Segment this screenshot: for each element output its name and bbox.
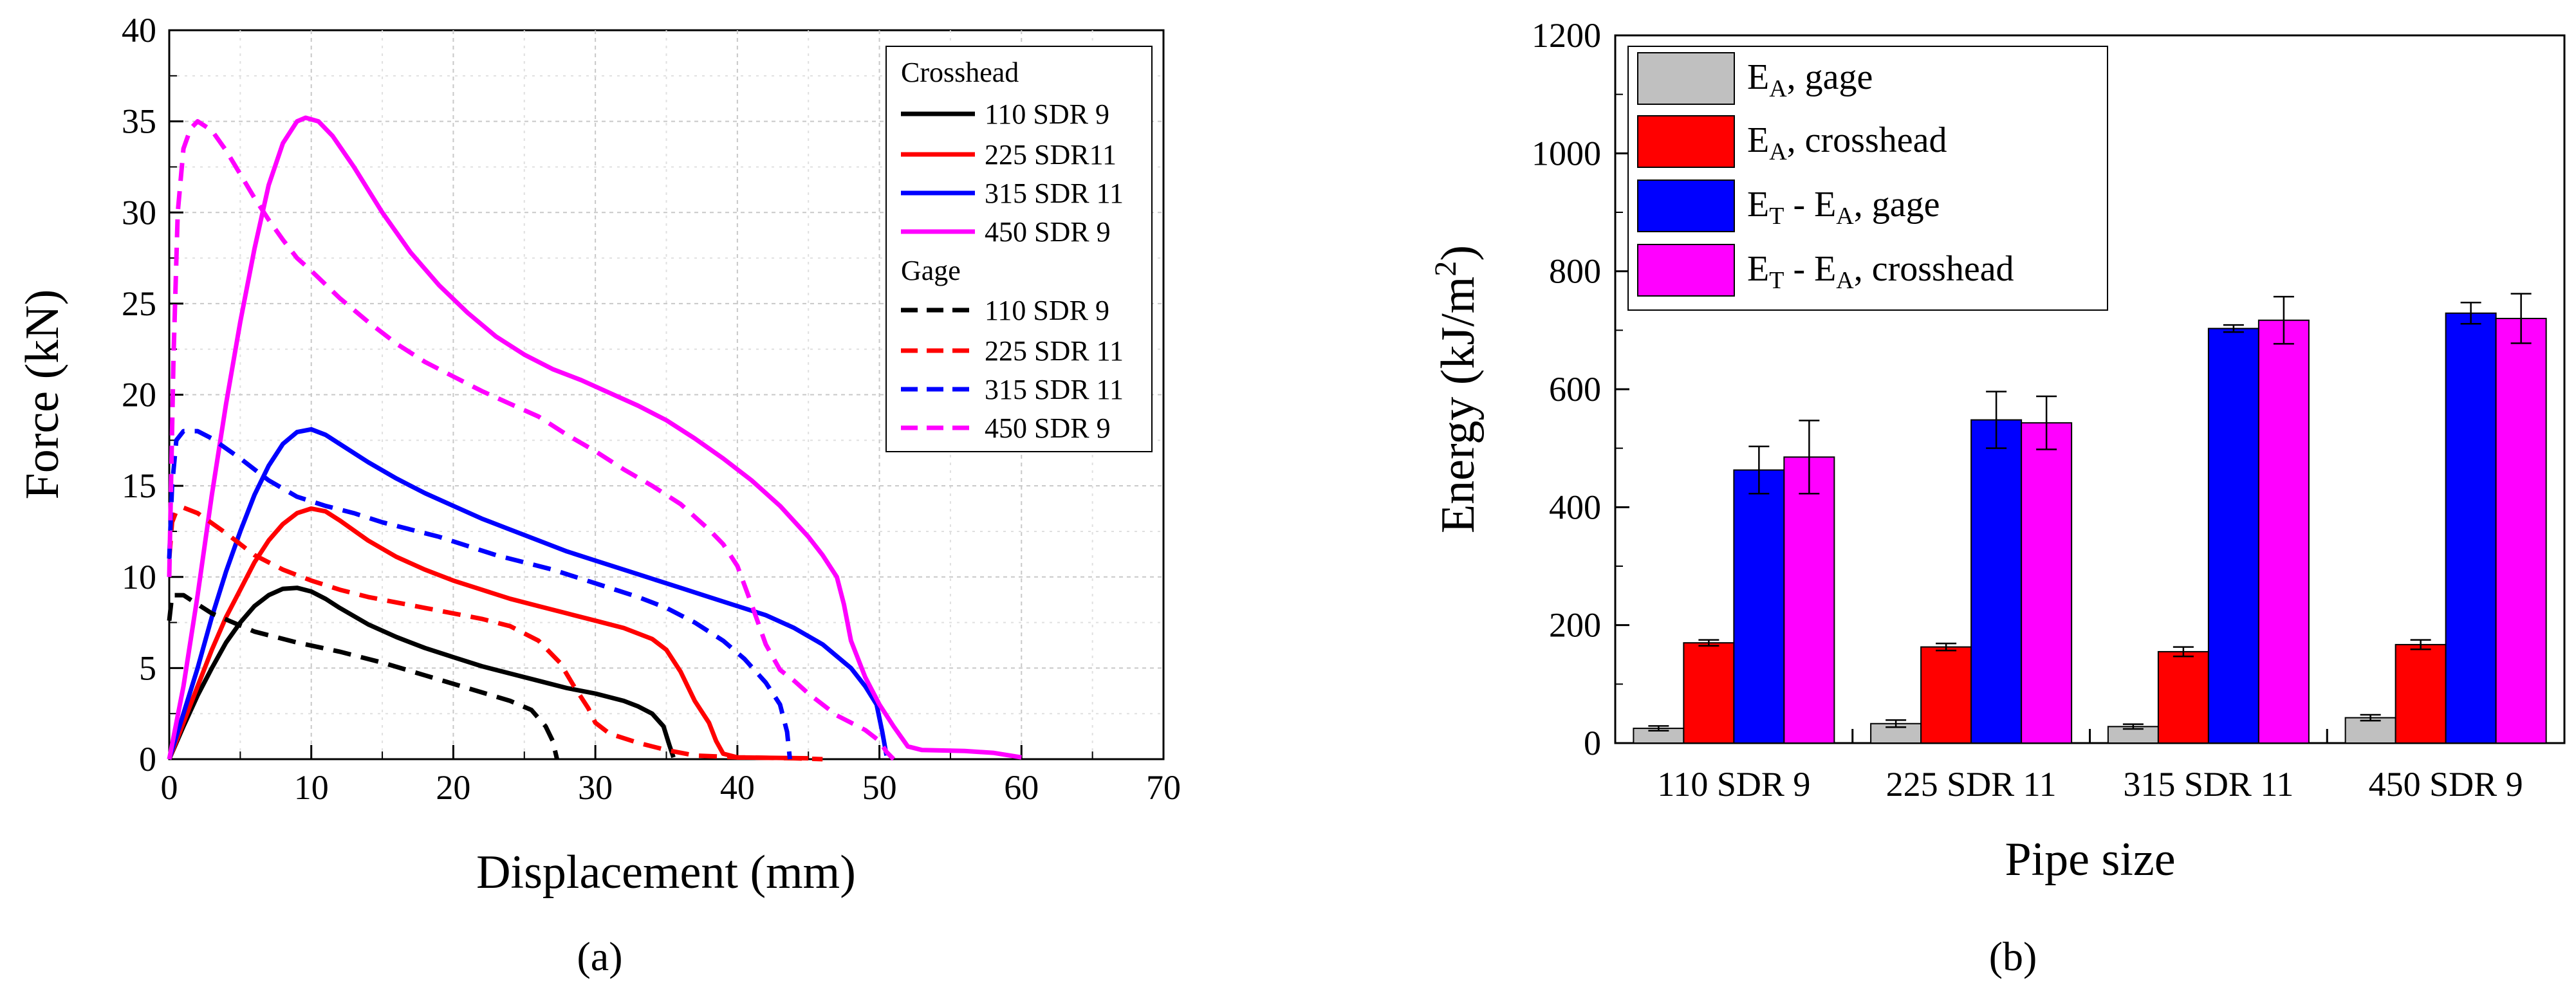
tick-b-x-label: 225 SDR 11 xyxy=(1886,765,2057,804)
tick-b-x-label: 110 SDR 9 xyxy=(1657,765,1810,804)
legend-b-swatch-ea-gage xyxy=(1637,52,1735,105)
tick-a-y-label: 20 xyxy=(122,376,156,414)
series-a-line-gage-315-sdr-11 xyxy=(167,428,792,760)
panel-b-bar-chart: 0 200 400 600 800 1000 1200 110 SDR 9 225 SDR 1… xyxy=(1429,16,2566,979)
plot-a-x-ticks: 0 10 20 30 40 50 60 70 xyxy=(161,745,1181,807)
plot-b-bars xyxy=(1633,293,2547,744)
plot-a-y-axis-title: Force (kN) xyxy=(16,290,69,500)
plot-b-legend: EA, gage EA, crosshead ET - EA, gage ET … xyxy=(1627,46,2108,311)
tick-a-x-label: 30 xyxy=(578,768,613,807)
tick-a-y-label: 0 xyxy=(139,740,156,778)
plot-b-x-axis-title: Pipe size xyxy=(2005,833,2175,886)
tick-a-y-label: 15 xyxy=(122,466,156,505)
series-a-line-gage-450-sdr-9 xyxy=(167,119,896,761)
legend-b-swatch-ea-crosshead xyxy=(1637,115,1735,168)
legend-a-group-title-crosshead: Crosshead xyxy=(901,57,1019,88)
tick-a-y-label: 10 xyxy=(122,558,156,596)
tick-a-x-label: 60 xyxy=(1004,768,1039,807)
bar-b-e-t-e-a-crosshead-1 xyxy=(2021,422,2073,744)
tick-a-x-label: 20 xyxy=(436,768,470,807)
plot-b-x-ticks: 110 SDR 9 225 SDR 11 315 SDR 11 450 SDR 9 xyxy=(1657,729,2523,804)
legend-a-label-gage-110: 110 SDR 9 xyxy=(985,295,1109,326)
bar-b-e-a-gage-3 xyxy=(2344,717,2396,744)
tick-a-y-label: 35 xyxy=(122,102,156,141)
plot-b-y-axis-title: Energy (kJ/m2) xyxy=(1429,245,1485,533)
bar-b-e-t-e-a-crosshead-2 xyxy=(2257,319,2310,744)
legend-b-swatch-et-ea-gage xyxy=(1637,179,1735,232)
bar-b-e-t-e-a-gage-2 xyxy=(2207,327,2259,744)
tick-a-x-label: 50 xyxy=(862,768,897,807)
tick-a-x-label: 70 xyxy=(1146,768,1181,807)
legend-b-label-ea-crosshead: EA, crosshead xyxy=(1747,120,1947,165)
tick-a-y-label: 30 xyxy=(122,193,156,232)
panel-a-label: (a) xyxy=(577,934,622,979)
legend-a-label-gage-225: 225 SDR 11 xyxy=(985,335,1124,367)
tick-b-y-label: 0 xyxy=(1584,724,1601,762)
tick-b-x-label: 450 SDR 9 xyxy=(2369,765,2523,804)
tick-a-x-label: 40 xyxy=(720,768,755,807)
bar-b-e-a-crosshead-1 xyxy=(1920,646,1972,744)
series-a-line-crosshead-225-sdr11 xyxy=(167,506,809,761)
bar-b-e-t-e-a-crosshead-3 xyxy=(2495,318,2547,744)
plot-a-x-axis-title: Displacement (mm) xyxy=(476,846,856,899)
legend-a-label-crosshead-110: 110 SDR 9 xyxy=(985,98,1109,130)
panel-a-line-chart: 0 10 20 30 40 50 60 70 0 5 10 15 20 25 30 35 40 Crosshe… xyxy=(16,11,1181,979)
tick-a-x-label: 10 xyxy=(294,768,329,807)
panel-b-label: (b) xyxy=(1989,934,2037,979)
tick-b-y-label: 800 xyxy=(1549,252,1601,291)
series-a-line-crosshead-450-sdr-9 xyxy=(167,115,1022,760)
tick-b-y-label: 1200 xyxy=(1532,16,1601,55)
bar-b-e-a-crosshead-0 xyxy=(1683,642,1735,744)
bar-b-e-t-e-a-gage-3 xyxy=(2445,312,2497,744)
legend-b-swatch-et-ea-crosshead xyxy=(1637,244,1735,297)
tick-a-y-label: 25 xyxy=(122,284,156,323)
bar-b-e-a-crosshead-2 xyxy=(2157,650,2209,744)
legend-b-label-et-ea-crosshead: ET - EA, crosshead xyxy=(1747,249,2014,294)
legend-a-label-gage-315: 315 SDR 11 xyxy=(985,374,1124,405)
plot-a-series xyxy=(167,115,1022,762)
series-a-line-crosshead-315-sdr-11 xyxy=(167,427,889,760)
bar-b-e-t-e-a-gage-0 xyxy=(1733,469,1785,744)
tick-b-y-label: 400 xyxy=(1549,488,1601,526)
tick-a-y-label: 40 xyxy=(122,11,156,50)
tick-b-y-label: 200 xyxy=(1549,606,1601,645)
tick-b-y-label: 1000 xyxy=(1532,134,1601,172)
bar-b-e-a-crosshead-3 xyxy=(2395,643,2447,744)
plot-a-y-ticks: 0 5 10 15 20 25 30 35 40 xyxy=(122,11,183,778)
legend-a-label-crosshead-315: 315 SDR 11 xyxy=(985,178,1124,209)
legend-a-label-crosshead-450: 450 SDR 9 xyxy=(985,216,1111,248)
legend-b-label-et-ea-gage: ET - EA, gage xyxy=(1747,185,1940,230)
legend-a-label-gage-450: 450 SDR 9 xyxy=(985,412,1111,444)
plot-b-y-ticks: 0 200 400 600 800 1000 1200 xyxy=(1532,16,1629,762)
tick-b-x-label: 315 SDR 11 xyxy=(2123,765,2293,804)
legend-a-label-crosshead-225: 225 SDR11 xyxy=(985,139,1117,170)
bar-b-e-t-e-a-gage-1 xyxy=(1970,419,2023,744)
tick-b-y-label: 600 xyxy=(1549,370,1601,409)
series-a-line-crosshead-110-sdr-9 xyxy=(167,585,676,760)
bar-b-e-t-e-a-crosshead-0 xyxy=(1783,456,1835,744)
tick-a-y-label: 5 xyxy=(139,649,156,687)
tick-a-x-label: 0 xyxy=(161,768,178,807)
legend-b-label-ea-gage: EA, gage xyxy=(1747,57,1873,102)
series-a-line-gage-225-sdr-11 xyxy=(167,505,823,762)
plot-a-legend: Crosshead 110 SDR 9 225 SDR11 315 SDR 11… xyxy=(885,46,1153,452)
legend-a-group-title-gage: Gage xyxy=(901,255,961,286)
